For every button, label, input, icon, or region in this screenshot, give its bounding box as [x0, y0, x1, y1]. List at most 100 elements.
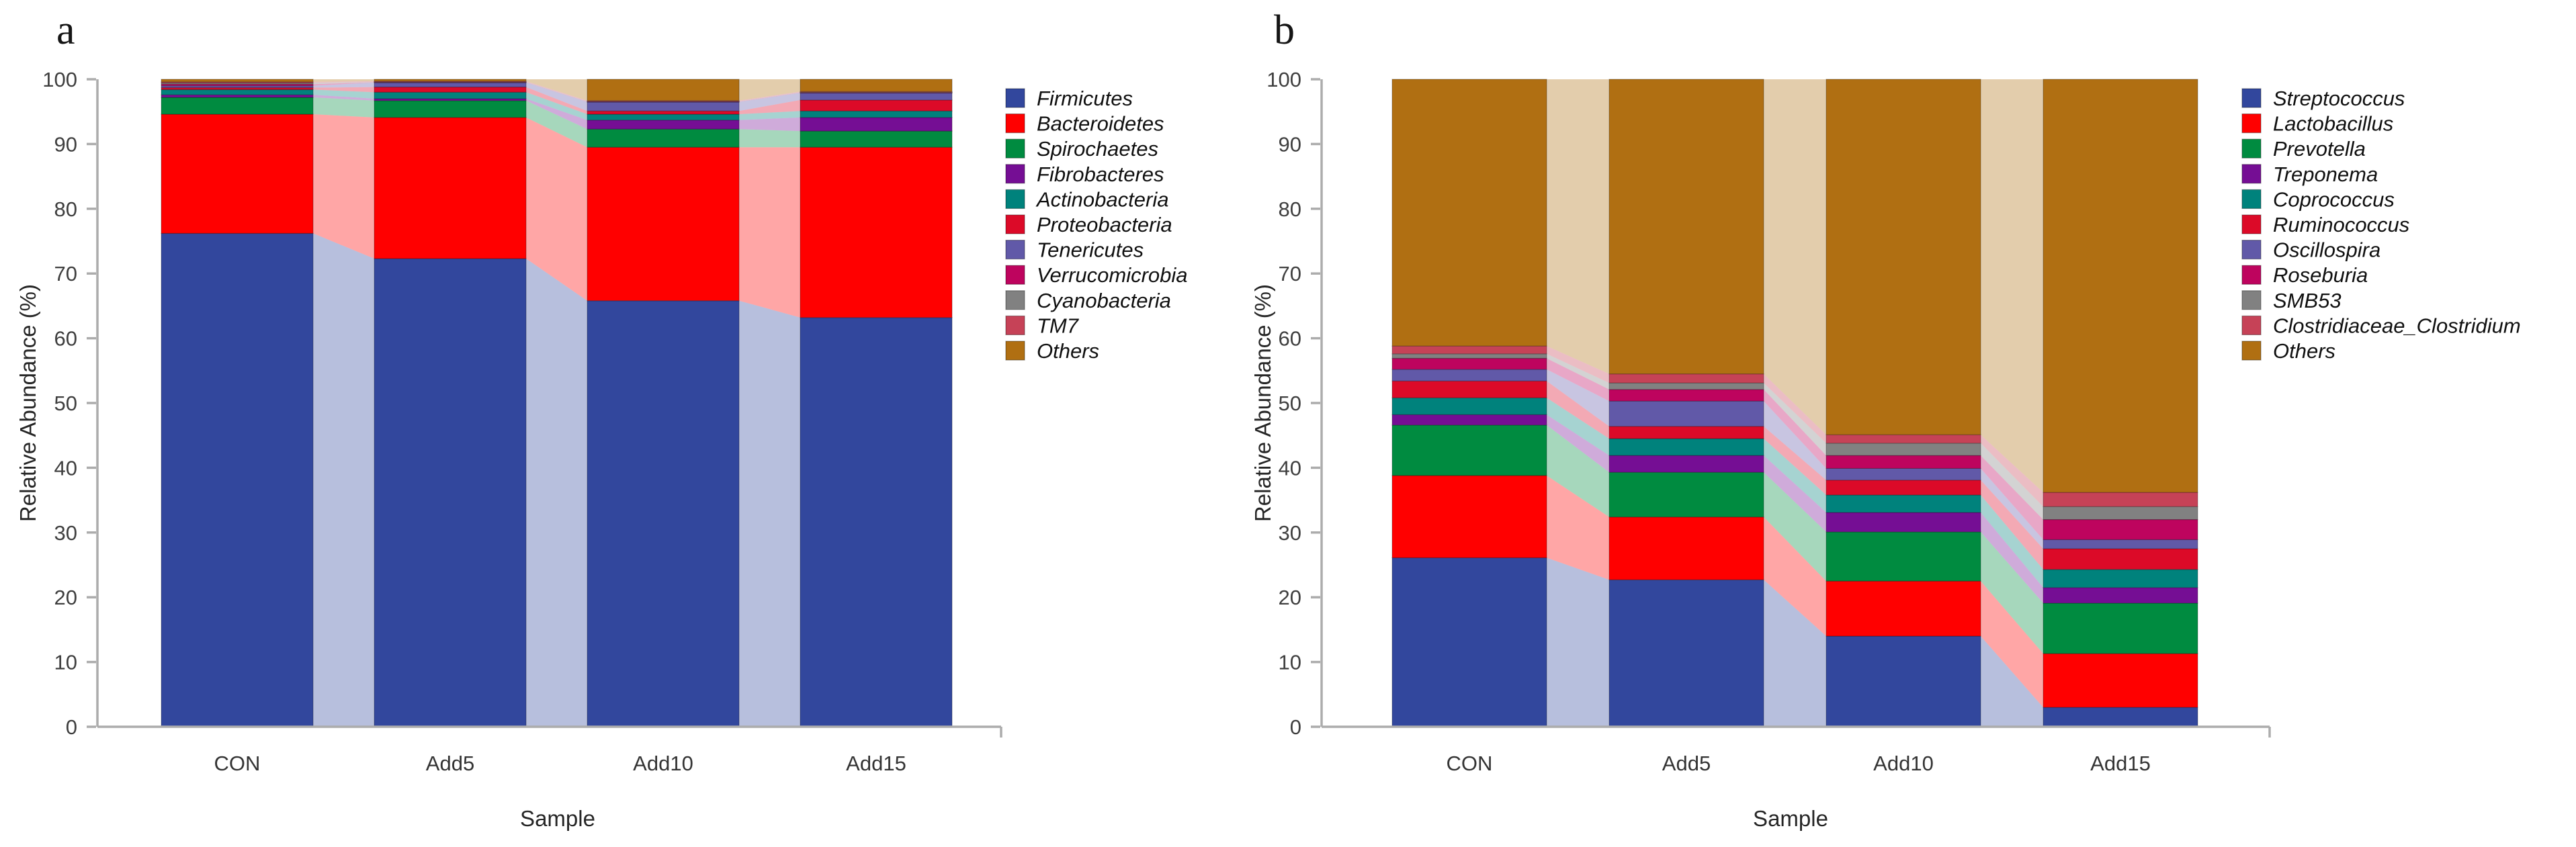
- bar-segment-Firmicutes-Add5: [374, 258, 527, 727]
- axes-a: 0 10 20 30 40 50 60 70 80 90 100 CON Add5 Add10 Add15: [42, 68, 1002, 775]
- flow-ribbon-Others-Add10-Add15: [1981, 79, 2043, 493]
- flow-ribbon-Ruminococcus-CON-Add5: [1547, 381, 1609, 439]
- flow-ribbon-Others-Add10-Add15: [739, 79, 800, 101]
- legend-label-Tenericutes: Tenericutes: [1037, 238, 1144, 262]
- legend-swatch-Cyanobacteria: [1005, 290, 1025, 310]
- legend-item-Others: Others: [2241, 339, 2335, 363]
- flow-ribbon-Lactobacillus-Add10-Add15: [1981, 581, 2043, 708]
- flow-ribbon-Fibrobacteres-Add10-Add15: [739, 117, 800, 132]
- flow-ribbon-Cyanobacteria-CON-Add5: [313, 81, 374, 85]
- x-tick-label-Add10: Add10: [1873, 752, 1934, 775]
- legend-label-Others: Others: [2273, 339, 2335, 363]
- legend-swatch-Lactobacillus: [2241, 114, 2262, 134]
- bar-segment-Others-Add15: [800, 79, 953, 92]
- flow-ribbon-Streptococcus-Add5-Add10: [1764, 580, 1826, 727]
- x-axis-title-a: Sample: [520, 806, 595, 831]
- legend-item-Spirochaetes: Spirochaetes: [1005, 137, 1158, 161]
- legend-item-Lactobacillus: Lactobacillus: [2241, 112, 2393, 136]
- legend-swatch-Ruminococcus: [2241, 214, 2262, 234]
- legend-swatch-Verrucomicrobia: [1005, 265, 1025, 285]
- legend-swatch-Firmicutes: [1005, 88, 1025, 108]
- legend-swatch-Tenericutes: [1005, 240, 1025, 260]
- flow-ribbon-TM7-Add5-Add10: [526, 81, 587, 101]
- bar-segment-Clostridiaceae_Clostridium-Add10: [1826, 434, 1981, 444]
- flow-ribbon-Coprococcus-CON-Add5: [1547, 398, 1609, 456]
- bar-segment-Actinobacteria-Add5: [374, 91, 527, 99]
- y-tick-label: 0: [1290, 715, 1301, 739]
- bar-segment-Oscillospira-Add10: [1826, 467, 1981, 481]
- flow-ribbon-Cyanobacteria-Add10-Add15: [739, 92, 800, 102]
- bar-segment-Others-Add10: [1826, 79, 1981, 435]
- flow-ribbon-Oscillospira-Add5-Add10: [1764, 401, 1826, 480]
- flow-ribbon-Tenericutes-Add5-Add10: [526, 82, 587, 112]
- legend-item-Actinobacteria: Actinobacteria: [1005, 187, 1168, 211]
- legend-item-Bacteroidetes: Bacteroidetes: [1005, 112, 1164, 136]
- legend-label-TM7: TM7: [1037, 314, 1080, 337]
- legend-item-Verrucomicrobia: Verrucomicrobia: [1005, 263, 1188, 287]
- bar-segment-Treponema-Add15: [2043, 587, 2198, 604]
- flow-ribbon-Proteobacteria-Add5-Add10: [526, 87, 587, 115]
- y-tick-label: 100: [1266, 68, 1301, 91]
- y-tick-label: 90: [1279, 132, 1301, 156]
- flow-ribbon-Cyanobacteria-Add5-Add10: [526, 81, 587, 102]
- y-tick-label: 100: [42, 68, 77, 91]
- x-tick-label-CON: CON: [1447, 752, 1493, 775]
- flow-ribbon-Lactobacillus-CON-Add5: [1547, 475, 1609, 580]
- bar-segment-Spirochaetes-Add5: [374, 100, 527, 118]
- legend-item-Tenericutes: Tenericutes: [1005, 238, 1144, 262]
- bar-segment-Streptococcus-Add10: [1826, 635, 1981, 727]
- legend-swatch-TM7: [1005, 315, 1025, 335]
- y-tick-label: 30: [54, 521, 77, 545]
- legend-swatch-Spirochaetes: [1005, 138, 1025, 159]
- legend-swatch-Proteobacteria: [1005, 214, 1025, 234]
- panel-label-a: a: [56, 7, 75, 53]
- flow-ribbon-Treponema-Add10-Add15: [1981, 512, 2043, 603]
- legend-item-Fibrobacteres: Fibrobacteres: [1005, 163, 1164, 186]
- bar-segment-Spirochaetes-CON: [161, 97, 314, 115]
- flow-ribbon-Verrucomicrobia-Add5-Add10: [526, 82, 587, 102]
- flow-ribbon-Streptococcus-Add10-Add15: [1981, 636, 2043, 727]
- bar-segment-Firmicutes-Add10: [587, 300, 740, 727]
- bar-segment-Treponema-Add5: [1608, 455, 1764, 473]
- bar-segment-Lactobacillus-Add15: [2043, 653, 2198, 708]
- legend-swatch-Others: [1005, 341, 1025, 361]
- bar-segment-Streptococcus-Add5: [1608, 579, 1764, 727]
- legend-swatch-Bacteroidetes: [1005, 114, 1025, 134]
- x-axis-title-b: Sample: [1753, 806, 1828, 831]
- flow-ribbon-TM7-Add10-Add15: [739, 91, 800, 101]
- flow-ribbon-Streptococcus-CON-Add5: [1547, 558, 1609, 727]
- bar-segment-Streptococcus-CON: [1391, 557, 1547, 727]
- flow-ribbon-Spirochaetes-Add5-Add10: [526, 100, 587, 148]
- flow-ribbon-Oscillospira-CON-Add5: [1547, 369, 1609, 427]
- flow-ribbon-SMB53-Add10-Add15: [1981, 443, 2043, 520]
- legend-item-Clostridiaceae_Clostridium: Clostridiaceae_Clostridium: [2241, 314, 2521, 337]
- bar-segment-Actinobacteria-CON: [161, 89, 314, 95]
- flow-ribbon-Bacteroidetes-Add5-Add10: [526, 117, 587, 301]
- y-tick-label: 10: [54, 651, 77, 674]
- flow-ribbon-Roseburia-CON-Add5: [1547, 358, 1609, 402]
- y-tick-label: 80: [54, 197, 77, 221]
- flow-ribbon-Others-Add5-Add10: [526, 79, 587, 101]
- flow-ribbon-Spirochaetes-Add10-Add15: [739, 129, 800, 148]
- bar-segment-Ruminococcus-CON: [1391, 380, 1547, 398]
- bar-segment-Treponema-CON: [1391, 414, 1547, 426]
- legend-label-Proteobacteria: Proteobacteria: [1037, 213, 1172, 236]
- y-tick-label: 20: [1279, 586, 1301, 609]
- bar-segment-SMB53-Add5: [1608, 382, 1764, 390]
- bar-segment-Lactobacillus-Add10: [1826, 580, 1981, 637]
- legend-item-Roseburia: Roseburia: [2241, 263, 2368, 287]
- y-tick-label: 80: [1279, 197, 1301, 221]
- bar-segment-Bacteroidetes-Add15: [800, 146, 953, 318]
- bar-segment-SMB53-CON: [1391, 353, 1547, 359]
- flow-ribbon-Others-CON-Add5: [1547, 79, 1609, 374]
- bar-segment-Bacteroidetes-Add10: [587, 146, 740, 302]
- y-tick-label: 40: [1279, 456, 1301, 480]
- bar-segment-Roseburia-CON: [1391, 357, 1547, 370]
- legend-b: StreptococcusLactobacillusPrevotellaTrep…: [2241, 87, 2521, 363]
- flow-ribbon-Actinobacteria-Add10-Add15: [739, 111, 800, 120]
- flow-ribbon-Proteobacteria-Add10-Add15: [739, 99, 800, 115]
- flow-ribbon-Coprococcus-Add10-Add15: [1981, 494, 2043, 588]
- legend-label-Fibrobacteres: Fibrobacteres: [1037, 163, 1164, 186]
- bar-segment-Fibrobacteres-Add10: [587, 120, 740, 130]
- bar-segment-Tenericutes-Add10: [587, 101, 740, 112]
